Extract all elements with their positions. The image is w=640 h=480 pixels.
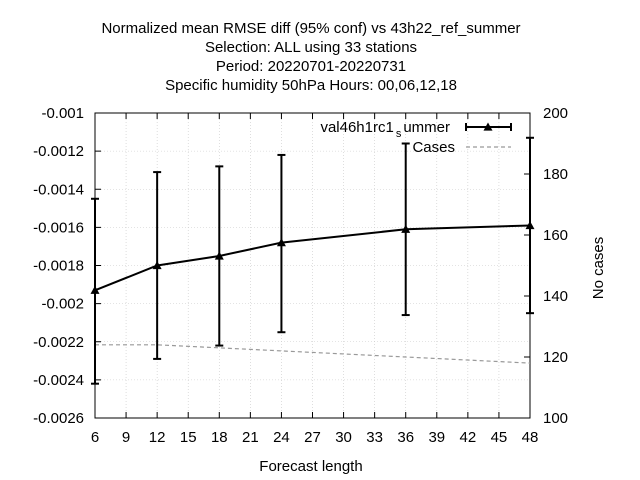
x-tick-label: 21 xyxy=(242,429,259,446)
x-tick-label: 15 xyxy=(180,429,197,446)
y-tick-label: -0.0026 xyxy=(33,410,84,427)
y2-tick-label: 180 xyxy=(543,166,568,183)
x-tick-label: 36 xyxy=(397,429,414,446)
val46-point xyxy=(214,251,224,260)
val46-point xyxy=(152,261,162,270)
y2-tick-label: 140 xyxy=(543,288,568,305)
title-line-3: Period: 20220701-20220731 xyxy=(216,58,406,75)
y-tick-label: -0.0018 xyxy=(33,258,84,275)
val46-point xyxy=(401,224,411,233)
x-tick-label: 18 xyxy=(211,429,228,446)
y-tick-label: -0.0016 xyxy=(33,219,84,236)
val46-point xyxy=(90,285,100,294)
ticks: 6 9 12 15 18 21 24 27 30 33 36 39 42 45 48 -0.001 -0.001… xyxy=(33,105,568,446)
y2-tick-label: 100 xyxy=(543,410,568,427)
x-tick-label: 12 xyxy=(149,429,166,446)
legend-label-cases: Cases xyxy=(412,139,455,156)
x-tick-label: 39 xyxy=(428,429,445,446)
y2-tick-label: 160 xyxy=(543,227,568,244)
title-line-4: Specific humidity 50hPa Hours: 00,06,12,… xyxy=(165,77,457,94)
val46-point xyxy=(525,220,535,230)
y-tick-label: -0.002 xyxy=(41,296,84,313)
x-tick-label: 9 xyxy=(122,429,130,446)
cases-line xyxy=(95,344,531,364)
x-tick-label: 30 xyxy=(335,429,352,446)
x-tick-label: 33 xyxy=(366,429,383,446)
y2-axis-label: No cases xyxy=(590,237,607,300)
val46-line xyxy=(94,224,531,292)
y-tick-label: -0.001 xyxy=(41,105,84,122)
y2-tick-label: 120 xyxy=(543,349,568,366)
y2-tick-label: 200 xyxy=(543,105,568,122)
y-tick-label: -0.0024 xyxy=(33,372,84,389)
x-axis-label: Forecast length xyxy=(259,458,362,475)
y-tick-label: -0.0022 xyxy=(33,334,84,351)
x-tick-label: 27 xyxy=(304,429,321,446)
y-tick-label: -0.0012 xyxy=(33,143,84,160)
x-tick-label: 42 xyxy=(460,429,477,446)
title-line-1: Normalized mean RMSE diff (95% conf) vs … xyxy=(101,20,520,37)
legend-sample-val46-marker xyxy=(483,122,493,131)
x-tick-label: 45 xyxy=(491,429,508,446)
chart-title: Normalized mean RMSE diff (95% conf) vs … xyxy=(101,20,520,94)
val46-point xyxy=(276,238,286,247)
legend: val46h1rc1 s ummer Cases xyxy=(320,119,512,156)
y-tick-label: -0.0014 xyxy=(33,181,84,198)
legend-label-val46: val46h1rc1 s ummer xyxy=(320,119,450,140)
x-tick-label: 6 xyxy=(91,429,99,446)
x-tick-label: 24 xyxy=(273,429,290,446)
x-tick-label: 48 xyxy=(522,429,539,446)
series-layer xyxy=(90,136,535,385)
grid xyxy=(95,113,530,418)
title-line-2: Selection: ALL using 33 stations xyxy=(205,39,417,56)
